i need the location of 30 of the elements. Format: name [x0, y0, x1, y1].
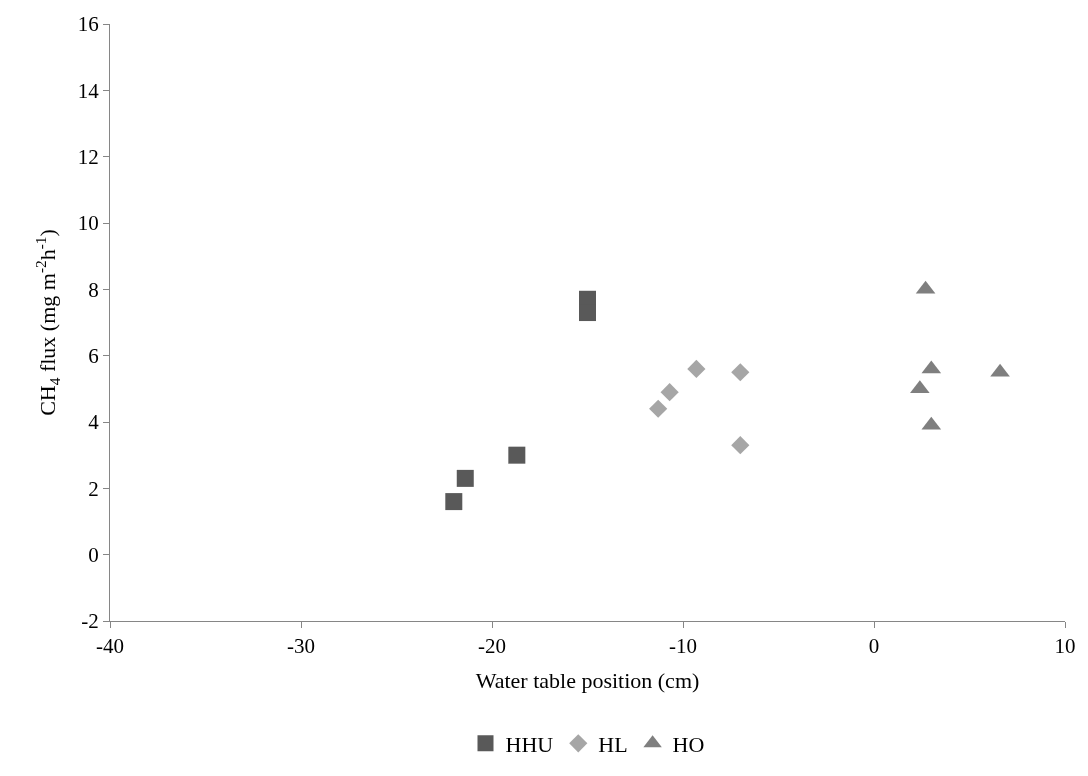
x-tick-label: 10 [1054, 634, 1076, 659]
point [660, 383, 679, 402]
point [990, 363, 1010, 377]
point [456, 469, 474, 487]
legend-label: HO [672, 731, 705, 757]
y-tick-label: 0 [88, 543, 99, 568]
point [508, 446, 526, 464]
y-tick-label: 6 [88, 344, 99, 369]
x-tick-label: 0 [868, 634, 880, 659]
point [731, 436, 750, 455]
y-tick-label: 12 [77, 145, 99, 170]
legend-label: HL [598, 731, 628, 757]
point [687, 359, 706, 379]
point [731, 363, 750, 382]
x-axis-title: Water table position (cm) [475, 668, 700, 694]
x-tick-label: -30 [287, 634, 315, 659]
y-tick-label: 8 [88, 277, 99, 302]
y-tick-label: 4 [88, 410, 100, 435]
x-tick-label: -10 [669, 634, 697, 659]
y-tick-label: -2 [81, 609, 99, 634]
x-tick-label: -40 [96, 634, 124, 659]
y-tick-label: 2 [88, 476, 99, 501]
point [445, 493, 463, 511]
y-tick-label: 10 [77, 211, 99, 236]
x-tick-label: -20 [478, 634, 506, 659]
point [649, 399, 668, 418]
y-tick-label: 14 [77, 78, 100, 103]
legend-label: HHU [505, 731, 554, 757]
point [910, 380, 930, 394]
y-tick-label: 16 [77, 12, 99, 37]
